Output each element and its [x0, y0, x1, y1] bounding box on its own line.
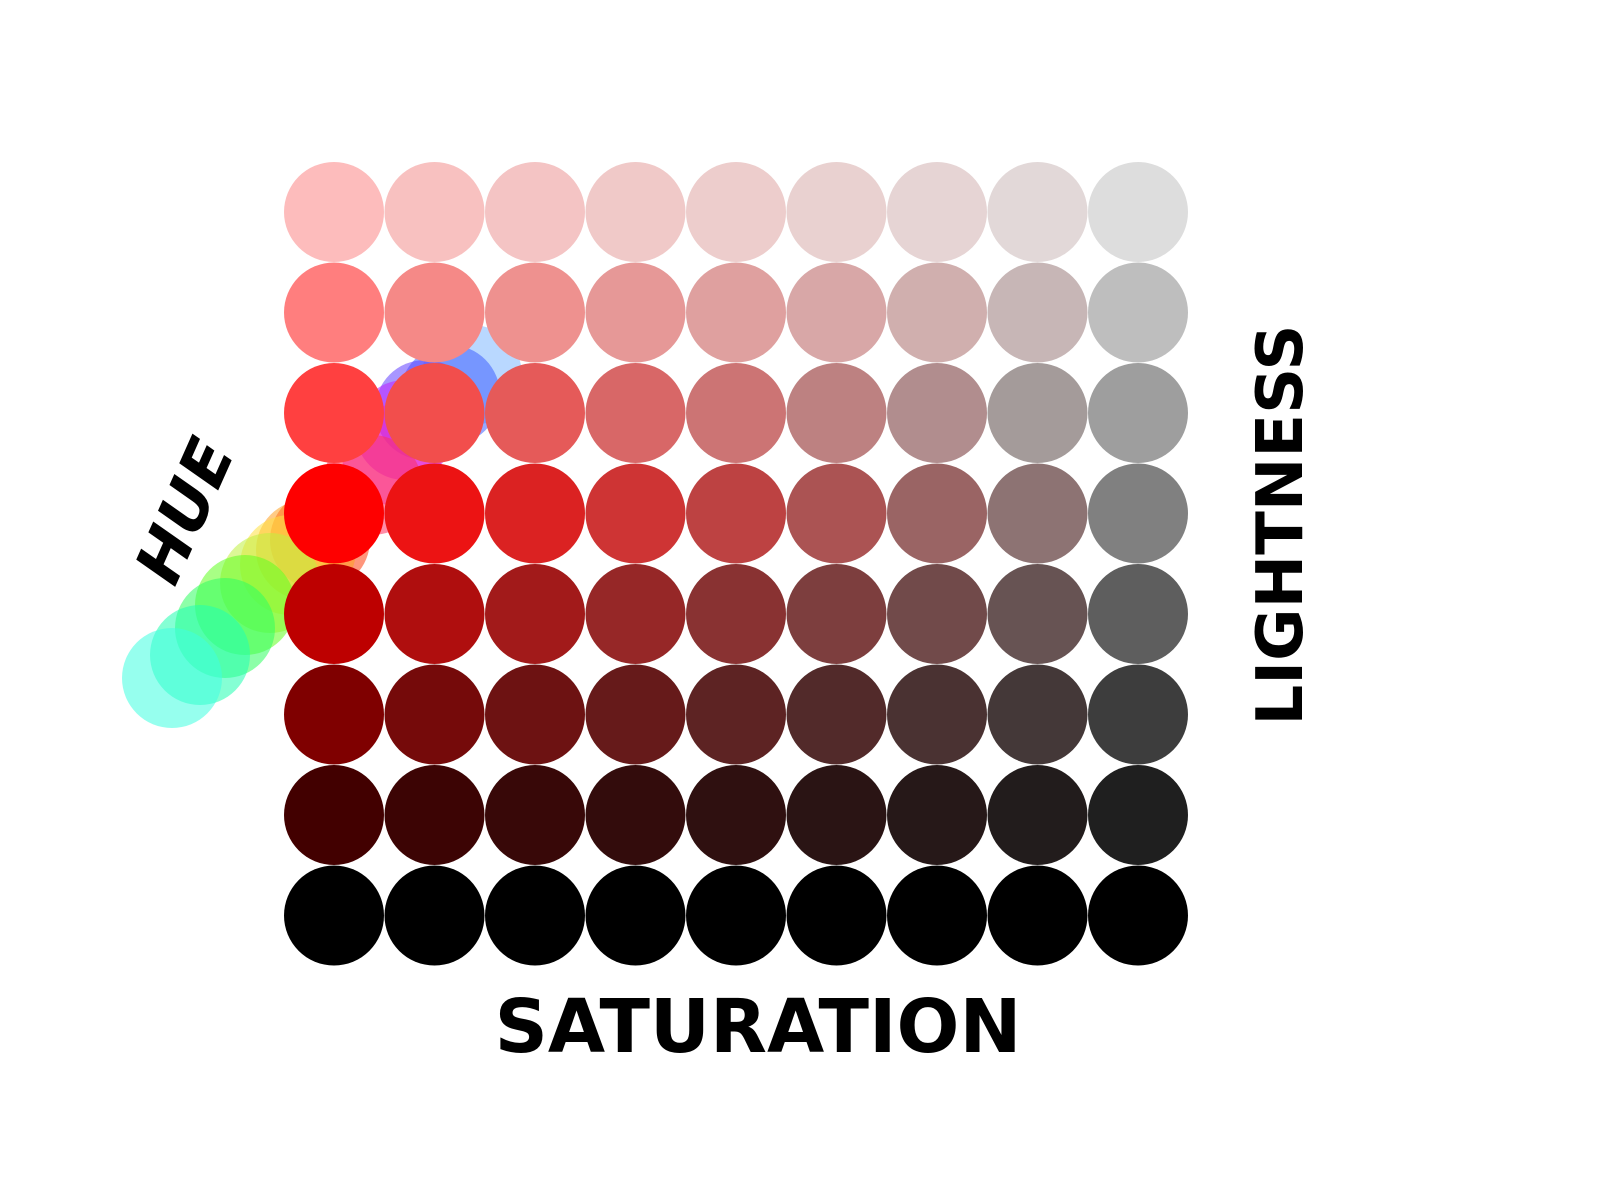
- grid-circle: [786, 564, 887, 664]
- grid-circle: [987, 463, 1088, 564]
- grid-circle: [284, 765, 384, 865]
- grid-circle: [384, 463, 485, 564]
- grid-circle: [1088, 162, 1188, 262]
- grid-circle: [887, 363, 987, 463]
- grid-circle: [284, 262, 384, 363]
- grid-circle: [887, 865, 987, 966]
- grid-circle: [786, 765, 887, 865]
- grid-circle: [887, 463, 987, 564]
- grid-circle: [1088, 664, 1188, 765]
- grid-circle: [384, 363, 485, 463]
- grid-circle: [384, 664, 485, 765]
- grid-circle: [284, 162, 384, 262]
- grid-circle: [485, 162, 585, 262]
- grid-circle: [686, 162, 786, 262]
- grid-circle: [1088, 363, 1188, 463]
- grid-circle: [786, 363, 887, 463]
- grid-circle: [485, 765, 585, 865]
- grid-circle: [686, 664, 786, 765]
- grid-circle: [585, 463, 686, 564]
- grid-circle: [1088, 564, 1188, 664]
- grid-circle: [485, 865, 585, 966]
- grid-circle: [284, 865, 384, 966]
- grid-circle: [987, 865, 1088, 966]
- grid-circle: [384, 262, 485, 363]
- grid-circle: [284, 463, 384, 564]
- grid-circle: [485, 664, 585, 765]
- grid-circle: [585, 162, 686, 262]
- grid-circle: [987, 765, 1088, 865]
- grid-circle: [585, 564, 686, 664]
- grid-circle: [485, 262, 585, 363]
- grid-circle: [585, 363, 686, 463]
- grid-circle: [686, 363, 786, 463]
- grid-circle: [384, 162, 485, 262]
- grid-circle: [485, 564, 585, 664]
- grid-circle: [485, 363, 585, 463]
- grid-circle: [786, 262, 887, 363]
- grid-circle: [284, 664, 384, 765]
- saturation-label: SATURATION: [495, 984, 1022, 1070]
- grid-circle: [987, 363, 1088, 463]
- grid-circle: [987, 262, 1088, 363]
- grid-circle: [585, 765, 686, 865]
- grid-circle: [1088, 765, 1188, 865]
- grid-circle: [887, 664, 987, 765]
- grid-circle: [686, 865, 786, 966]
- color-grid: [284, 162, 1188, 966]
- grid-circle: [384, 564, 485, 664]
- grid-circle: [786, 664, 887, 765]
- grid-circle: [987, 564, 1088, 664]
- grid-circle: [887, 564, 987, 664]
- grid-circle: [384, 865, 485, 966]
- grid-circle: [987, 162, 1088, 262]
- grid-circle: [887, 262, 987, 363]
- grid-circle: [1088, 865, 1188, 966]
- grid-circle: [585, 865, 686, 966]
- hue-circle: [122, 628, 222, 728]
- grid-circle: [686, 463, 786, 564]
- grid-circle: [1088, 463, 1188, 564]
- grid-circle: [786, 865, 887, 966]
- grid-circle: [786, 463, 887, 564]
- grid-circle: [485, 463, 585, 564]
- grid-circle: [887, 765, 987, 865]
- grid-circle: [987, 664, 1088, 765]
- grid-circle: [284, 564, 384, 664]
- grid-circle: [686, 564, 786, 664]
- grid-circle: [686, 262, 786, 363]
- lightness-label: LIGHTNESS: [1244, 325, 1318, 726]
- grid-circle: [585, 262, 686, 363]
- grid-circle: [1088, 262, 1188, 363]
- grid-circle: [887, 162, 987, 262]
- grid-circle: [686, 765, 786, 865]
- grid-circle: [585, 664, 686, 765]
- grid-circle: [384, 765, 485, 865]
- grid-circle: [786, 162, 887, 262]
- grid-circle: [284, 363, 384, 463]
